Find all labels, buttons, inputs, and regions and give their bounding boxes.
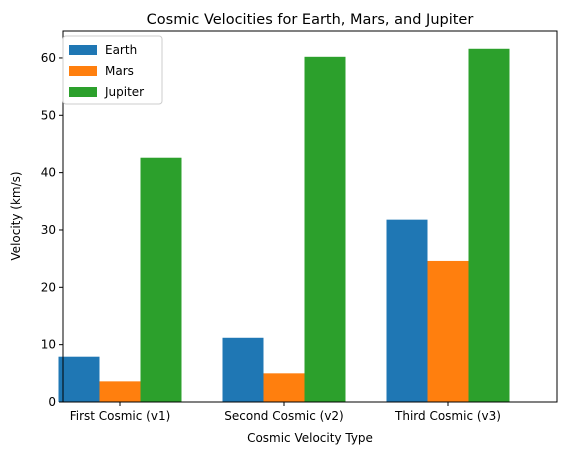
bar-mars-1 xyxy=(99,381,141,402)
y-tick-label: 50 xyxy=(41,108,56,122)
legend-label-mars: Mars xyxy=(105,64,134,78)
legend: Earth Mars Jupiter xyxy=(62,35,163,105)
y-axis-label: Velocity (km/s) xyxy=(9,171,23,260)
x-tick-label: Second Cosmic (v2) xyxy=(224,409,343,423)
legend-swatch-jupiter xyxy=(69,87,97,97)
bar-earth-2 xyxy=(222,337,264,402)
x-axis-label: Cosmic Velocity Type xyxy=(247,431,373,445)
x-tick-label: First Cosmic (v1) xyxy=(70,409,171,423)
bar-jupiter-1 xyxy=(140,157,182,402)
bar-jupiter-3 xyxy=(468,48,510,403)
x-axis-ticks: First Cosmic (v1) Second Cosmic (v2) Third… xyxy=(70,402,501,423)
bar-jupiter-2 xyxy=(304,56,346,402)
bars-group xyxy=(58,48,510,403)
bar-earth-1 xyxy=(58,356,100,402)
legend-swatch-mars xyxy=(69,66,97,76)
legend-label-earth: Earth xyxy=(105,43,137,57)
bar-mars-3 xyxy=(427,260,469,402)
y-tick-label: 0 xyxy=(48,395,56,409)
bar-earth-3 xyxy=(386,219,428,402)
bar-mars-2 xyxy=(263,373,305,402)
y-tick-label: 60 xyxy=(41,51,56,65)
legend-swatch-earth xyxy=(69,45,97,55)
y-tick-label: 30 xyxy=(41,223,56,237)
y-axis-ticks: 0 10 20 30 40 50 60 xyxy=(41,51,63,409)
x-tick-label: Third Cosmic (v3) xyxy=(394,409,501,423)
y-tick-label: 20 xyxy=(41,280,56,294)
plot-frame xyxy=(62,30,558,403)
legend-label-jupiter: Jupiter xyxy=(104,85,144,99)
y-tick-label: 40 xyxy=(41,166,56,180)
chart-title: Cosmic Velocities for Earth, Mars, and J… xyxy=(147,12,474,28)
y-tick-label: 10 xyxy=(41,338,56,352)
